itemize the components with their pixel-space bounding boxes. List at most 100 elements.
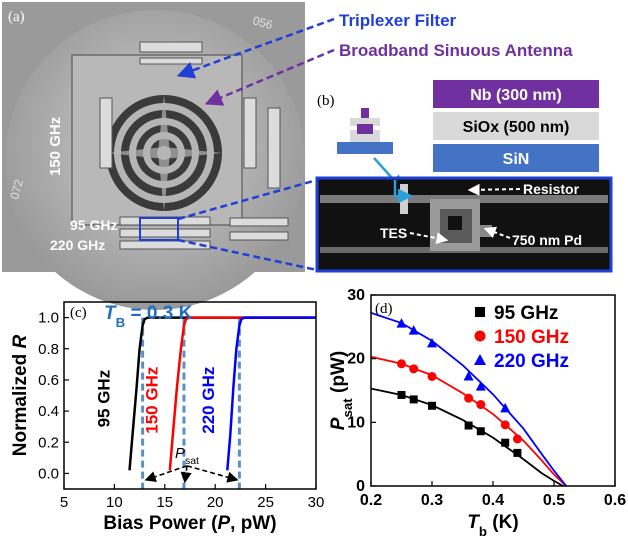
zoom-connector-top <box>177 178 318 221</box>
stack-nb <box>357 124 373 134</box>
data-point <box>427 337 437 348</box>
fit-curve-95ghz <box>370 387 564 487</box>
pd-arrow <box>483 226 511 239</box>
series-line-220ghz <box>226 316 316 471</box>
data-point <box>397 359 406 369</box>
chart-d: 0.2 0.3 0.4 0.5 0.6 0 10 20 30 (d) 95 GHz 150 GHz 22… <box>328 287 626 538</box>
psat-label: Psat <box>175 445 199 467</box>
triplexer-callout-arrow <box>176 17 335 79</box>
legend-marker <box>475 307 485 317</box>
x-tick-label: 10 <box>106 494 123 511</box>
data-point <box>476 400 486 410</box>
y-axis-label: Normalized R <box>10 335 31 457</box>
x-tick-label: 25 <box>257 494 274 511</box>
psat-arrow <box>186 465 239 483</box>
zoom-connector-bottom <box>177 238 318 272</box>
fit-curve-220ghz <box>370 311 567 487</box>
x-tick-label: 0.4 <box>482 492 504 509</box>
data-point <box>463 370 474 381</box>
panel-b-label: (b) <box>317 93 335 109</box>
series-label: 95 GHz <box>94 370 113 428</box>
tes-arrow <box>409 232 449 245</box>
legend-marker <box>474 354 486 365</box>
stack-sin <box>337 142 393 154</box>
y-tick-label: 0.4 <box>38 403 59 420</box>
tes-label: TES <box>380 225 407 241</box>
legend-label: 95 GHz <box>494 303 558 324</box>
data-point <box>475 381 486 391</box>
chart-c: 95 GHz 150 GHz 220 GHz 5 10 15 20 25 30 0.0 0.2 0.4… <box>10 301 325 534</box>
data-point <box>428 401 436 410</box>
y-tick-label: 0.8 <box>38 341 59 358</box>
filter-bars <box>99 41 289 250</box>
x-tick-label: 20 <box>207 494 224 511</box>
y-tick-label: 0 <box>356 478 365 495</box>
data-point <box>396 318 407 328</box>
x-tick-label: 0.5 <box>543 492 565 509</box>
y-tick-label: 30 <box>347 287 365 304</box>
panel-d-label: (d) <box>375 301 393 317</box>
data-point <box>500 402 511 413</box>
data-point <box>464 393 474 403</box>
series-label: 220 GHz <box>199 367 218 434</box>
label-220ghz: 220 GHz <box>50 237 105 253</box>
x-tick-label: 15 <box>156 494 173 511</box>
legend-marker <box>474 330 486 342</box>
temperature-annotation: TB = 0.3 K <box>104 303 193 330</box>
panel-b: (b) Nb (300 nm) SiOx (500 nm) SiN Resist… <box>315 80 613 273</box>
data-point <box>501 438 510 447</box>
data-point <box>408 325 419 335</box>
legend-label: 150 GHz <box>494 327 569 348</box>
series-line-150ghz <box>168 316 316 471</box>
data-point <box>512 434 522 444</box>
plot-frame <box>370 294 616 487</box>
y-tick-label: 0.2 <box>38 434 59 451</box>
x-tick-label: 0.3 <box>421 492 443 509</box>
chip-id-left: 072 <box>7 177 26 200</box>
y-tick-label: 0.6 <box>38 372 59 389</box>
layer-siox-label: SiOx (500 nm) <box>463 119 570 136</box>
y-tick-label: 20 <box>347 351 365 368</box>
data-point <box>464 421 473 430</box>
y-tick-label: 10 <box>347 414 365 431</box>
data-point <box>427 371 437 381</box>
layer-sin-label: SiN <box>503 151 530 168</box>
y-tick-label: 0.0 <box>38 465 59 482</box>
stack-nb-top <box>361 108 369 118</box>
panel-a: (a) 056 072 150 GHz 95 GHz 220 GHz <box>2 2 305 310</box>
data-point <box>409 395 418 404</box>
label-150ghz: 150 GHz <box>47 117 64 176</box>
layer-sin <box>433 144 599 172</box>
data-point <box>409 364 419 374</box>
plot-frame <box>63 301 317 490</box>
y-axis-label: Psat (pW) <box>328 351 355 430</box>
data-point <box>397 390 406 399</box>
zoom-box <box>139 217 179 241</box>
layer-nb <box>433 80 599 108</box>
series-label: 150 GHz <box>143 367 162 434</box>
stack-siox-top <box>350 118 380 126</box>
x-tick-label: 0.2 <box>360 492 382 509</box>
resistor-label: Resistor <box>523 181 580 197</box>
label-95ghz: 95 GHz <box>70 217 117 233</box>
layer-siox <box>433 112 599 140</box>
sem-pointer-arrow <box>393 180 413 204</box>
x-tick-label: 30 <box>308 494 325 511</box>
x-tick-label: 0.6 <box>604 492 626 509</box>
sinuous-antenna <box>106 95 222 211</box>
panel-a-label: (a) <box>8 9 25 25</box>
triplexer-callout: Triplexer Filter <box>339 11 457 30</box>
data-point <box>476 427 485 436</box>
resistor-arrow <box>467 183 521 196</box>
data-point <box>513 448 522 457</box>
psat-arrow <box>180 465 192 484</box>
layer-nb-label: Nb (300 nm) <box>470 87 562 104</box>
antenna-callout-arrow <box>204 48 335 106</box>
psat-arrow <box>144 465 188 483</box>
antenna-callout: Broadband Sinuous Antenna <box>339 41 573 60</box>
data-point <box>500 420 510 430</box>
x-tick-label: 5 <box>60 494 68 511</box>
panel-c-label: (c) <box>70 305 87 321</box>
chip-id-top: 056 <box>251 13 274 32</box>
